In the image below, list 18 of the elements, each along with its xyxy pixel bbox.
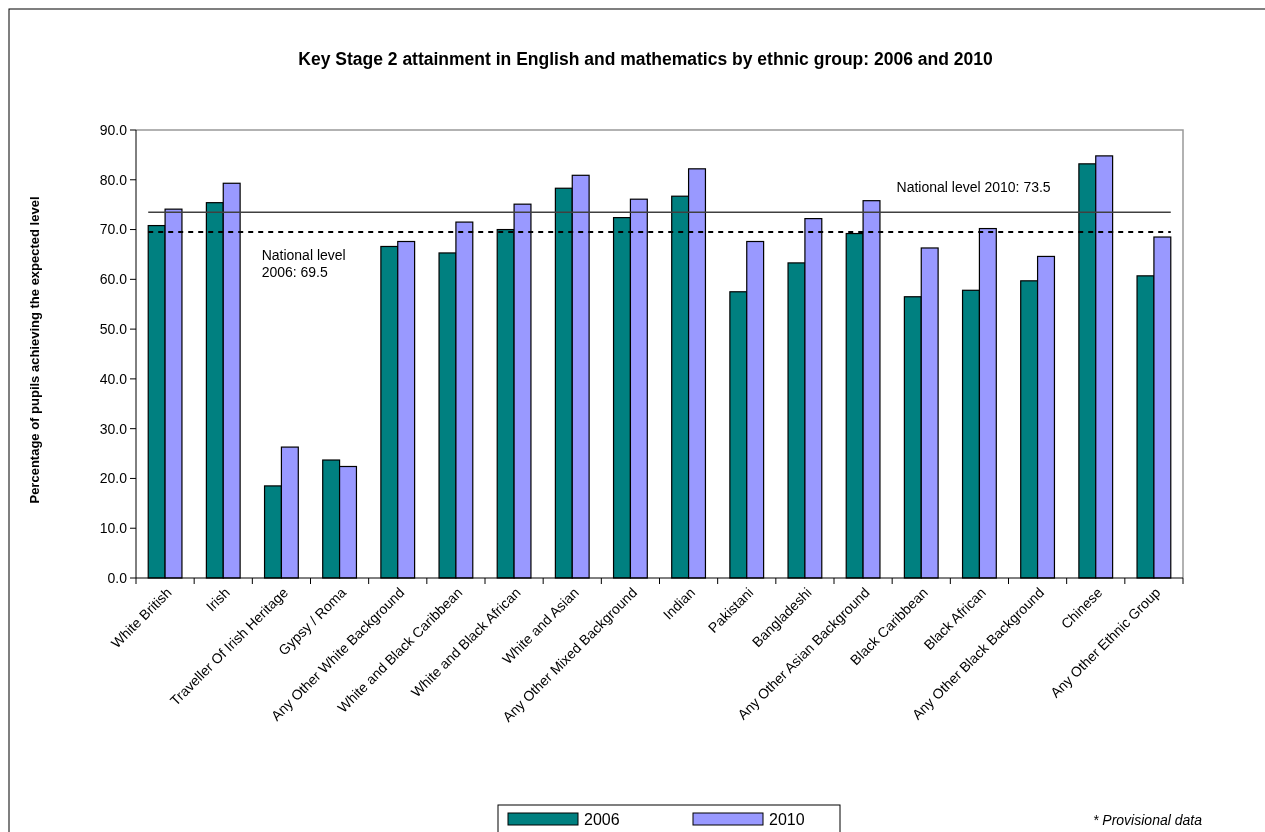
ref-line-label: National level 2006: 69.5 bbox=[261, 247, 346, 281]
y-tick-label: 20.0 bbox=[99, 470, 128, 487]
x-tick-label: Irish bbox=[202, 584, 233, 615]
y-tick-label: 10.0 bbox=[99, 520, 128, 537]
y-axis-title: Percentage of pupils achieving the expected level bbox=[27, 196, 42, 504]
legend-label: 2010 bbox=[769, 810, 805, 828]
y-tick-label: 60.0 bbox=[99, 271, 128, 288]
y-tick-label: 70.0 bbox=[99, 221, 128, 238]
y-tick-label: 30.0 bbox=[99, 420, 128, 437]
y-tick-label: 50.0 bbox=[99, 321, 128, 338]
y-tick-label: 80.0 bbox=[99, 171, 128, 188]
text: * Provisional data bbox=[1093, 812, 1203, 828]
chart-title: Key Stage 2 attainment in English and mathematics by ethnic group: 2006 and 2010 bbox=[298, 49, 993, 69]
y-tick-label: 90.0 bbox=[99, 121, 128, 138]
y-tick-label: 40.0 bbox=[99, 370, 128, 387]
legend-label: 2006 bbox=[584, 810, 620, 828]
y-tick-label: 0.0 bbox=[107, 569, 128, 586]
ref-line-label: National level 2010: 73.5 bbox=[896, 179, 1051, 196]
